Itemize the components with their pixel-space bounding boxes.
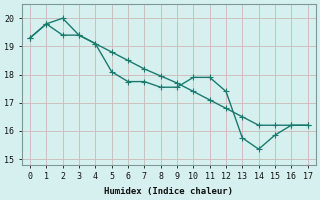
X-axis label: Humidex (Indice chaleur): Humidex (Indice chaleur) (104, 187, 233, 196)
